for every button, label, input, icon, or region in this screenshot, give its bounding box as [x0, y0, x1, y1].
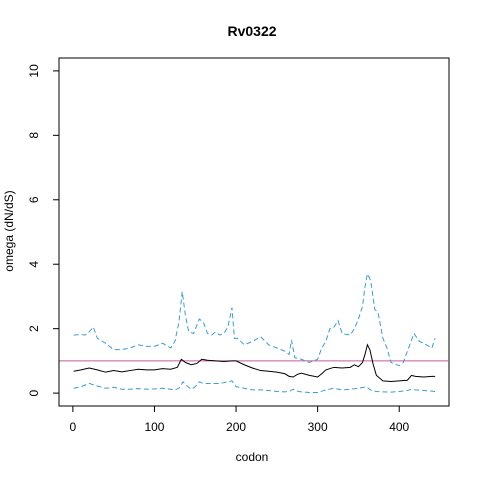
y-tick-label: 6	[27, 196, 41, 203]
plot-area	[58, 57, 450, 407]
x-tick-label: 300	[308, 420, 328, 434]
x-tick-label: 200	[226, 420, 246, 434]
y-tick-label: 8	[27, 132, 41, 139]
x-tick-label: 0	[70, 420, 77, 434]
plot-frame	[58, 57, 450, 407]
x-tick-label: 100	[144, 420, 164, 434]
y-tick-label: 10	[27, 64, 41, 78]
y-tick-label: 4	[27, 261, 41, 268]
x-axis-label: codon	[236, 450, 269, 464]
x-tick-label: 400	[389, 420, 409, 434]
series-line-upper-bound	[73, 272, 436, 367]
x-axis: 0 100 200 300 400	[70, 405, 410, 434]
y-axis-label: omega (dN/dS)	[2, 190, 16, 271]
series-line-lower-bound	[73, 380, 436, 393]
y-axis: 0 2 4 6 8 10	[27, 64, 60, 396]
y-tick-label: 2	[27, 325, 41, 332]
series-line-estimate	[73, 343, 436, 383]
chart-title: Rv0322	[227, 23, 276, 39]
y-tick-label: 0	[27, 389, 41, 396]
